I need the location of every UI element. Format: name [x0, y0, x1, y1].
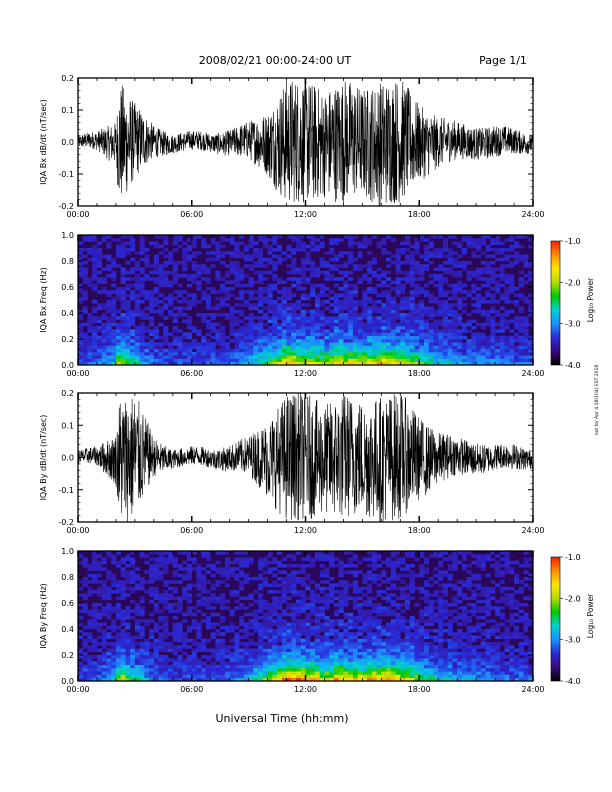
dbdt-trace: [78, 78, 533, 206]
x-tick-label: 06:00: [180, 210, 203, 219]
y-tick-label: 0.4: [61, 625, 74, 634]
x-tick-label: 24:00: [521, 526, 544, 535]
y-tick-label: 0.6: [61, 283, 74, 292]
x-tick-label: 12:00: [294, 369, 317, 378]
y-tick-label: 0.0: [61, 138, 74, 147]
bx-dbdt-panel: 00:00 06:00 12:00 18:00 24:00 0.2 0.1 0.0 -0.1 -0…: [39, 74, 545, 219]
colorbar-tick-label: -1.0: [565, 237, 581, 246]
y-axis-label: IQA Bx dB/dt (nT/sec): [39, 99, 48, 185]
x-tick-label: 00:00: [66, 685, 89, 694]
x-tick-label: 06:00: [180, 685, 203, 694]
side-note: not for Apr 4 18(104) EST 2018: [594, 365, 600, 436]
spectrogram-cells: [78, 551, 533, 681]
y-tick-label: 0.2: [61, 335, 74, 344]
x-tick-label: 18:00: [408, 369, 431, 378]
bx-spectrogram-panel: -1.0 -2.0 -3.0 -4.0 Log₁₀ Power 00:00 06:00 12:…: [39, 231, 595, 378]
y-tick-label: 0.0: [61, 677, 74, 686]
x-tick-label: 12:00: [294, 526, 317, 535]
side-note-group: not for Apr 4 18(104) EST 2018: [594, 365, 600, 436]
colorbar: [550, 240, 561, 366]
x-axis-label: Universal Time (hh:mm): [216, 712, 349, 725]
y-tick-label: 0.1: [61, 106, 74, 115]
colorbar-label: Log₁₀ Power: [586, 593, 595, 638]
colorbar-label: Log₁₀ Power: [586, 277, 595, 322]
colorbar-tick-label: -2.0: [565, 594, 581, 603]
y-tick-label: 0.8: [61, 573, 74, 582]
y-tick-label: 0.2: [61, 651, 74, 660]
x-tick-label: 24:00: [521, 210, 544, 219]
x-tick-label: 00:00: [66, 210, 89, 219]
y-tick-label: -0.2: [58, 202, 74, 211]
date-range-title: 2008/02/21 00:00-24:00 UT: [199, 54, 352, 67]
colorbar-tick-label: -4.0: [565, 361, 581, 370]
spectrogram-cells: [78, 235, 533, 365]
y-axis-label: IQA Bx Freq (Hz): [39, 267, 48, 333]
colorbar-tick-label: -1.0: [565, 553, 581, 562]
x-tick-label: 24:00: [521, 369, 544, 378]
x-tick-label: 18:00: [408, 685, 431, 694]
x-tick-label: 24:00: [521, 685, 544, 694]
y-tick-label: -0.1: [58, 170, 74, 179]
y-tick-label: 1.0: [61, 547, 74, 556]
y-tick-label: 0.2: [61, 389, 74, 398]
colorbar: [550, 556, 561, 682]
x-tick-label: 12:00: [294, 210, 317, 219]
by-dbdt-panel: 00:00 06:00 12:00 18:00 24:00 0.2 0.1 0.0 -0.1 -0…: [39, 389, 545, 535]
y-tick-label: -0.2: [58, 518, 74, 527]
x-tick-label: 12:00: [294, 685, 317, 694]
by-spectrogram-panel: -1.0 -2.0 -3.0 -4.0 Log₁₀ Power 00:00 06:00 12:…: [39, 547, 595, 694]
y-tick-label: 0.4: [61, 309, 74, 318]
colorbar-tick-label: -3.0: [565, 320, 581, 329]
y-tick-label: 0.1: [61, 421, 74, 430]
y-tick-label: -0.1: [58, 486, 74, 495]
y-tick-label: 0.0: [61, 454, 74, 463]
y-tick-label: 0.2: [61, 74, 74, 83]
x-tick-label: 00:00: [66, 369, 89, 378]
page-indicator: Page 1/1: [479, 54, 527, 67]
y-tick-label: 0.6: [61, 599, 74, 608]
y-axis-label: IQA By dB/dt (nT/sec): [39, 415, 48, 501]
x-tick-label: 18:00: [408, 210, 431, 219]
x-tick-label: 06:00: [180, 526, 203, 535]
colorbar-tick-label: -2.0: [565, 278, 581, 287]
x-tick-label: 18:00: [408, 526, 431, 535]
y-tick-label: 1.0: [61, 231, 74, 240]
y-axis-label: IQA By Freq (Hz): [39, 583, 48, 649]
y-tick-label: 0.0: [61, 361, 74, 370]
y-tick-label: 0.8: [61, 257, 74, 266]
dbdt-trace: [78, 393, 533, 522]
colorbar-tick-label: -3.0: [565, 636, 581, 645]
x-tick-label: 00:00: [66, 526, 89, 535]
colorbar-tick-label: -4.0: [565, 677, 581, 686]
x-tick-label: 06:00: [180, 369, 203, 378]
